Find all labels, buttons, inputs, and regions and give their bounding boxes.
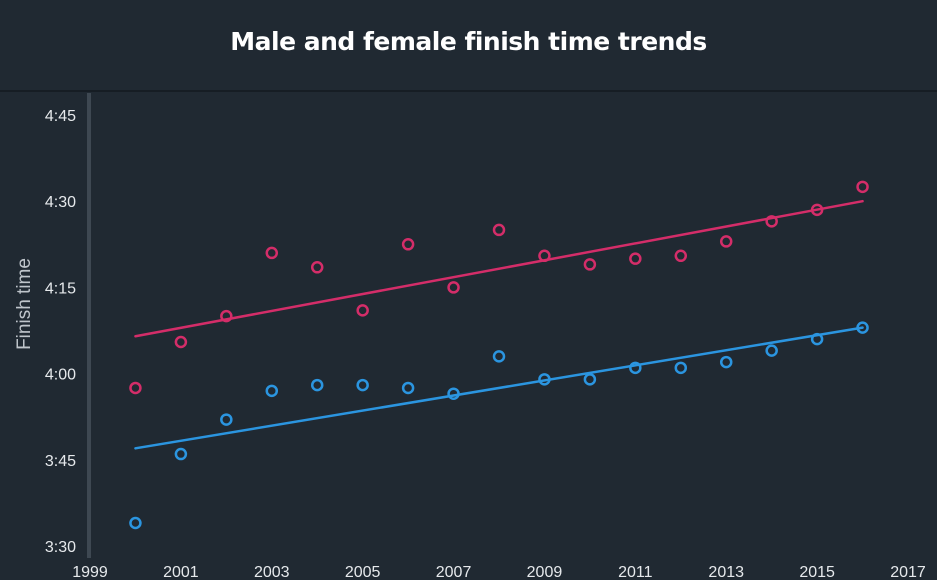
data-point-series-2 [765,344,778,357]
data-point-series-1 [719,235,733,248]
data-point-series-2 [174,447,188,461]
chart-title: Male and female finish time trends [230,27,707,56]
data-point-series-1 [265,246,279,260]
y-axis-title: Finish time [14,258,35,350]
x-tick-label: 2005 [345,564,381,580]
x-tick-label: 2001 [163,564,199,580]
data-point-series-1 [674,249,688,263]
data-point-series-2 [356,378,369,392]
y-tick-label: 3:30 [45,539,76,556]
data-point-series-2 [310,378,324,392]
data-point-series-1 [310,261,324,274]
y-tick-labels: 3:30 3:45 4:00 4:15 4:30 4:45 [45,108,76,556]
data-points [129,180,869,530]
y-tick-label: 4:45 [45,108,76,125]
data-point-series-2 [719,355,733,369]
data-point-series-2 [674,361,688,375]
x-tick-label: 2003 [254,564,290,580]
x-tick-label: 2015 [799,564,835,580]
data-point-series-1 [538,249,551,263]
x-tick-label: 2017 [890,564,926,580]
data-point-series-2 [447,387,460,400]
data-point-series-1 [810,203,824,217]
x-tick-label: 2013 [708,564,744,580]
data-point-series-1 [629,252,642,265]
data-point-series-1 [447,281,460,294]
y-tick-label: 4:30 [45,194,76,211]
y-tick-label: 4:00 [45,367,76,384]
data-point-series-2 [629,361,642,375]
data-point-series-1 [765,215,778,228]
data-point-series-1 [174,335,188,349]
data-point-series-2 [583,373,597,386]
data-point-series-1 [129,381,142,395]
y-tick-label: 3:45 [45,453,76,470]
data-point-series-1 [220,309,233,323]
data-point-series-1 [583,258,597,271]
x-tick-labels: 1999 2001 2003 2005 2007 2009 2011 2013 2015 2017 [72,564,926,580]
x-tick-label: 2009 [527,564,563,580]
data-point-series-2 [401,381,415,395]
data-point-series-2 [265,384,279,398]
data-point-series-1 [856,180,869,194]
x-tick-label: 1999 [72,564,108,580]
data-point-series-2 [856,321,869,334]
data-point-series-2 [492,350,506,363]
trend-lines [134,199,864,450]
data-point-series-2 [810,332,824,346]
trend-line-series-1 [134,199,864,338]
data-point-series-2 [538,373,551,386]
y-tick-label: 4:15 [45,280,76,297]
data-point-series-2 [129,516,142,530]
trend-line-series-2 [134,326,864,450]
x-tick-label: 2011 [618,564,653,580]
data-point-series-1 [401,238,415,251]
x-tick-label: 2007 [436,564,472,580]
data-point-series-1 [356,304,369,317]
chart-header: Male and female finish time trends [0,0,937,92]
data-point-series-1 [492,223,506,237]
data-point-series-2 [220,413,233,426]
